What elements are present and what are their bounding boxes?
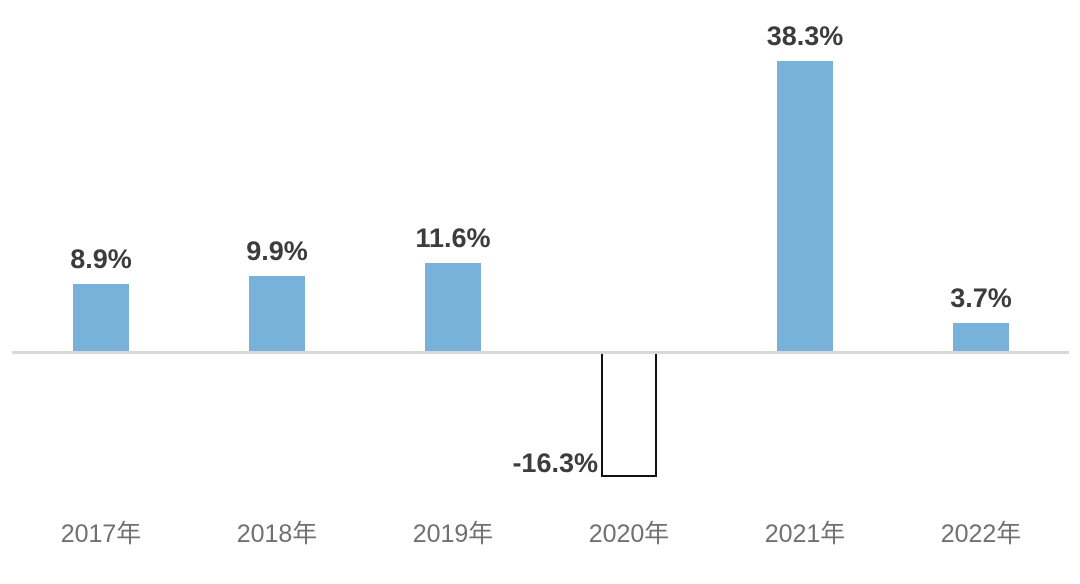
value-label-2020: -16.3% xyxy=(512,448,598,478)
x-axis-label-2019: 2019年 xyxy=(412,520,494,548)
value-label-2021: 38.3% xyxy=(766,21,844,51)
value-label-2019: 11.6% xyxy=(415,223,491,253)
x-axis-label-2018: 2018年 xyxy=(236,520,318,548)
value-label-2018: 9.9% xyxy=(246,236,308,266)
bar-2017 xyxy=(73,284,129,351)
bar-2019 xyxy=(425,263,481,351)
value-label-2022: 3.7% xyxy=(950,283,1012,313)
x-axis-label-2021: 2021年 xyxy=(764,520,846,548)
x-axis-label-2017: 2017年 xyxy=(60,520,142,548)
bar-2022 xyxy=(953,323,1009,351)
bar-2018 xyxy=(249,276,305,351)
zero-axis-line xyxy=(12,351,1069,354)
x-axis-label-2020: 2020年 xyxy=(588,520,670,548)
bar-2020 xyxy=(601,354,657,477)
x-axis-label-2022: 2022年 xyxy=(940,520,1022,548)
value-label-2017: 8.9% xyxy=(70,244,132,274)
bar-2021 xyxy=(777,61,833,351)
